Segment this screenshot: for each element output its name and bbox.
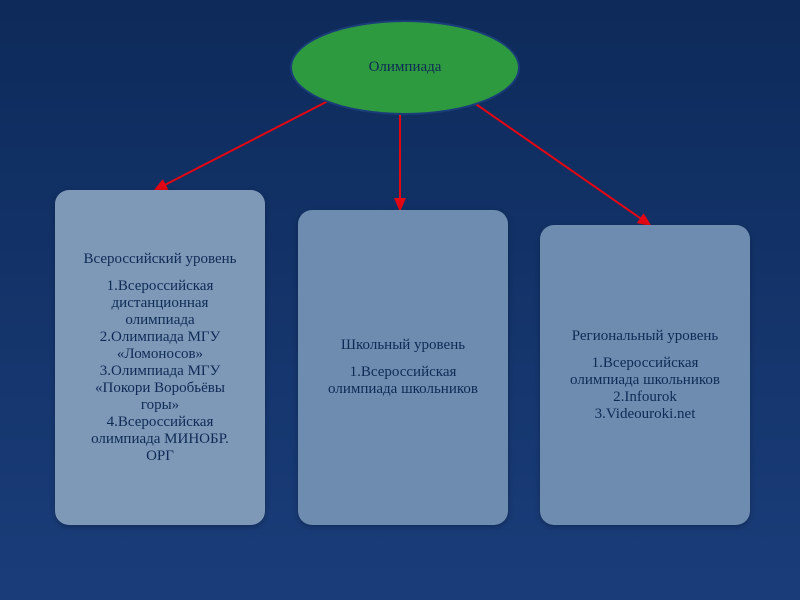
root-label: Олимпиада xyxy=(369,59,442,76)
box-title: Региональный уровень xyxy=(572,328,719,345)
box-item-line: «Ломоносов» xyxy=(117,346,203,363)
box-item-line: 1.Всероссийская xyxy=(107,278,214,295)
box-item-line: 3.Олимпиада МГУ xyxy=(100,363,220,380)
box-item-line: дистанционная xyxy=(112,295,209,312)
box-item-line: горы» xyxy=(141,397,179,414)
box-title: Всероссийский уровень xyxy=(83,251,236,268)
box-item-line: 2.Infourok xyxy=(613,389,677,406)
box-item-line: 2.Олимпиада МГУ xyxy=(100,329,220,346)
box-items: 1.Всероссийскаядистанционнаяолимпиада2.О… xyxy=(91,278,229,465)
box-item-line: 1.Всероссийская xyxy=(350,364,457,381)
arrow-2 xyxy=(470,100,650,225)
box-items: 1.Всероссийскаяолимпиада школьников xyxy=(328,364,478,398)
box-item-line: олимпиада школьников xyxy=(570,372,720,389)
level-box-1: Школьный уровень 1.Всероссийскаяолимпиада… xyxy=(298,210,508,525)
box-item-line: 3.Videouroki.net xyxy=(595,406,696,423)
level-box-2: Региональный уровень 1.Всероссийскаяолимп… xyxy=(540,225,750,525)
box-item-line: ОРГ xyxy=(146,448,174,465)
box-item-line: 1.Всероссийская xyxy=(592,355,699,372)
level-box-0: Всероссийский уровень 1.Всероссийскаядист… xyxy=(55,190,265,525)
box-item-line: «Покори Воробьёвы xyxy=(95,380,225,397)
box-item-line: олимпиада школьников xyxy=(328,381,478,398)
box-title: Школьный уровень xyxy=(341,337,465,354)
box-items: 1.Всероссийскаяолимпиада школьников2.Inf… xyxy=(570,355,720,423)
root-node: Олимпиада xyxy=(290,20,520,115)
box-item-line: олимпиада xyxy=(125,312,194,329)
arrow-0 xyxy=(155,100,330,190)
box-item-line: 4.Всероссийская xyxy=(107,414,214,431)
box-item-line: олимпиада МИНОБР. xyxy=(91,431,229,448)
